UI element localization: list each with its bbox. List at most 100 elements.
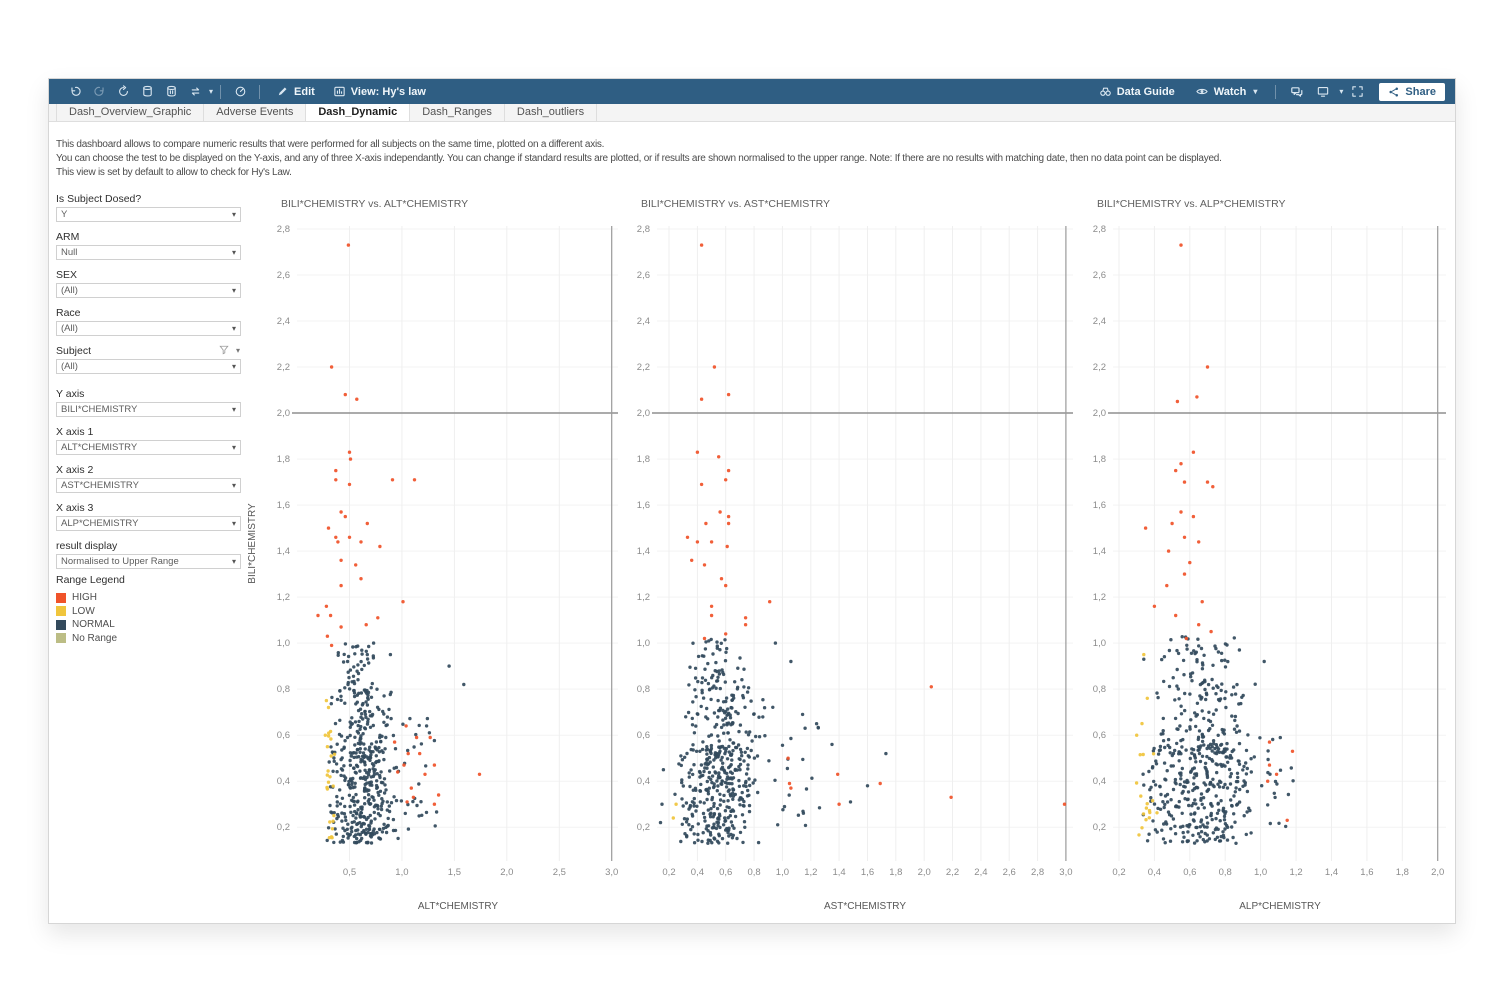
- data-point[interactable]: [1156, 806, 1160, 811]
- data-point[interactable]: [693, 688, 697, 692]
- data-point[interactable]: [1147, 832, 1151, 836]
- data-point[interactable]: [718, 648, 722, 652]
- data-point[interactable]: [368, 709, 372, 714]
- data-point[interactable]: [700, 676, 705, 680]
- data-point[interactable]: [704, 761, 708, 765]
- data-point[interactable]: [701, 696, 706, 700]
- data-point[interactable]: [348, 758, 352, 763]
- data-point[interactable]: [837, 802, 841, 806]
- data-point[interactable]: [1277, 821, 1281, 825]
- data-point[interactable]: [1186, 637, 1190, 641]
- data-point[interactable]: [680, 758, 685, 762]
- data-point[interactable]: [752, 712, 756, 716]
- data-point[interactable]: [714, 722, 719, 727]
- data-point[interactable]: [743, 825, 747, 829]
- data-point[interactable]: [371, 833, 375, 837]
- data-point[interactable]: [706, 808, 710, 812]
- data-point[interactable]: [402, 761, 407, 765]
- data-point[interactable]: [781, 808, 785, 812]
- data-point[interactable]: [1267, 740, 1272, 744]
- data-point[interactable]: [1171, 787, 1176, 792]
- data-point[interactable]: [340, 756, 344, 760]
- data-point[interactable]: [382, 822, 386, 826]
- data-point[interactable]: [1180, 791, 1184, 795]
- data-point[interactable]: [715, 679, 720, 683]
- data-point[interactable]: [730, 722, 735, 726]
- data-point[interactable]: [718, 775, 722, 780]
- data-point[interactable]: [698, 771, 702, 775]
- data-point[interactable]: [709, 751, 713, 756]
- filter-menu-caret-icon[interactable]: ▾: [235, 345, 240, 355]
- data-point[interactable]: [800, 712, 805, 717]
- data-point[interactable]: [1273, 795, 1277, 800]
- data-point[interactable]: [700, 691, 704, 695]
- data-point[interactable]: [1219, 799, 1223, 803]
- data-point[interactable]: [715, 644, 719, 648]
- data-point[interactable]: [724, 478, 728, 482]
- data-point[interactable]: [1205, 789, 1210, 793]
- data-point[interactable]: [359, 540, 363, 544]
- data-point[interactable]: [1245, 766, 1250, 771]
- data-point[interactable]: [716, 675, 720, 679]
- data-point[interactable]: [359, 691, 364, 695]
- data-point[interactable]: [717, 812, 722, 816]
- data-point[interactable]: [1162, 822, 1166, 826]
- data-point[interactable]: [738, 803, 742, 807]
- data-point[interactable]: [720, 765, 725, 769]
- data-point[interactable]: [1218, 779, 1222, 783]
- data-point[interactable]: [708, 749, 712, 753]
- data-point[interactable]: [1207, 718, 1211, 722]
- data-point[interactable]: [1235, 682, 1239, 687]
- data-point[interactable]: [726, 828, 730, 833]
- data-point[interactable]: [361, 776, 365, 781]
- data-point[interactable]: [720, 668, 724, 672]
- data-point[interactable]: [1232, 794, 1236, 798]
- watch-button[interactable]: Watch ▾: [1186, 79, 1267, 104]
- data-point[interactable]: [726, 468, 731, 473]
- data-point[interactable]: [817, 806, 822, 810]
- data-point[interactable]: [411, 799, 415, 804]
- data-point[interactable]: [721, 823, 726, 827]
- data-point[interactable]: [731, 787, 735, 791]
- data-point[interactable]: [358, 738, 362, 743]
- data-point[interactable]: [350, 751, 355, 755]
- redo-icon[interactable]: [87, 79, 111, 104]
- data-point[interactable]: [726, 731, 730, 735]
- data-point[interactable]: [1197, 644, 1201, 648]
- data-point[interactable]: [1208, 719, 1213, 724]
- data-point[interactable]: [1237, 800, 1242, 804]
- data-point[interactable]: [722, 746, 726, 750]
- data-point[interactable]: [712, 758, 716, 762]
- data-point[interactable]: [1216, 733, 1220, 737]
- data-point[interactable]: [1158, 807, 1163, 811]
- data-point[interactable]: [756, 790, 760, 795]
- data-guide-button[interactable]: Data Guide: [1090, 79, 1184, 104]
- data-point[interactable]: [1138, 753, 1142, 757]
- data-point[interactable]: [1228, 782, 1233, 786]
- data-point[interactable]: [1246, 733, 1250, 737]
- data-point[interactable]: [679, 754, 683, 758]
- data-point[interactable]: [715, 789, 719, 793]
- data-point[interactable]: [1197, 729, 1202, 733]
- data-point[interactable]: [747, 793, 751, 797]
- data-point[interactable]: [1225, 643, 1229, 647]
- data-point[interactable]: [367, 797, 371, 802]
- data-point[interactable]: [1161, 729, 1165, 733]
- data-point[interactable]: [1235, 802, 1240, 806]
- data-point[interactable]: [405, 800, 409, 804]
- data-point[interactable]: [1177, 759, 1181, 763]
- data-point[interactable]: [1194, 650, 1199, 654]
- data-point[interactable]: [355, 747, 360, 752]
- data-point[interactable]: [432, 802, 437, 806]
- data-point[interactable]: [723, 816, 727, 820]
- data-point[interactable]: [1249, 831, 1253, 835]
- data-point[interactable]: [1219, 742, 1224, 747]
- data-point[interactable]: [378, 544, 382, 549]
- data-point[interactable]: [710, 774, 715, 778]
- tab-dash-overview-graphic[interactable]: Dash_Overview_Graphic: [56, 104, 205, 121]
- data-point[interactable]: [1188, 823, 1192, 827]
- data-point[interactable]: [729, 820, 734, 824]
- data-point[interactable]: [363, 747, 367, 751]
- data-point[interactable]: [377, 836, 382, 841]
- data-point[interactable]: [1196, 737, 1201, 742]
